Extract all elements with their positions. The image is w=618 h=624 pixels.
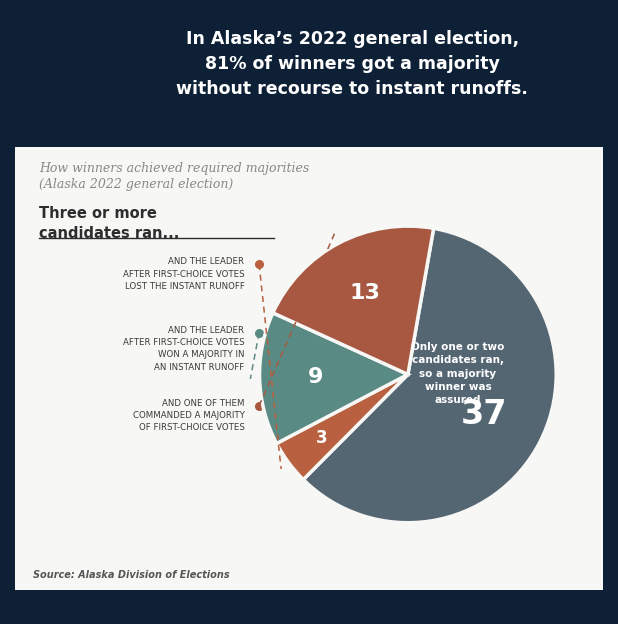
Text: 13: 13 (350, 283, 381, 303)
Text: 3: 3 (316, 429, 328, 447)
Text: Only one or two
candidates ran,
so a majority
winner was
assured: Only one or two candidates ran, so a maj… (411, 342, 505, 405)
Text: In Alaska’s 2022 general election,
81% of winners got a majority
without recours: In Alaska’s 2022 general election, 81% o… (176, 31, 528, 99)
Wedge shape (277, 374, 408, 480)
Text: 37: 37 (461, 397, 507, 431)
Text: AND THE LEADER
AFTER FIRST-CHOICE VOTES
LOST THE INSTANT RUNOFF: AND THE LEADER AFTER FIRST-CHOICE VOTES … (123, 257, 244, 291)
Text: Source: Alaska Division of Elections: Source: Alaska Division of Elections (33, 570, 230, 580)
Text: AND THE LEADER
AFTER FIRST-CHOICE VOTES
WON A MAJORITY IN
AN INSTANT RUNOFF: AND THE LEADER AFTER FIRST-CHOICE VOTES … (123, 326, 244, 371)
Text: AND ONE OF THEM
COMMANDED A MAJORITY
OF FIRST-CHOICE VOTES: AND ONE OF THEM COMMANDED A MAJORITY OF … (132, 399, 244, 432)
Wedge shape (260, 313, 408, 444)
Wedge shape (303, 228, 556, 523)
Text: Three or more: Three or more (39, 207, 157, 222)
Text: candidates ran...: candidates ran... (39, 227, 179, 241)
Text: (Alaska 2022 general election): (Alaska 2022 general election) (39, 178, 233, 191)
Text: 9: 9 (308, 367, 324, 387)
FancyBboxPatch shape (10, 142, 608, 594)
Wedge shape (273, 226, 434, 374)
Text: How winners achieved required majorities: How winners achieved required majorities (39, 162, 309, 175)
